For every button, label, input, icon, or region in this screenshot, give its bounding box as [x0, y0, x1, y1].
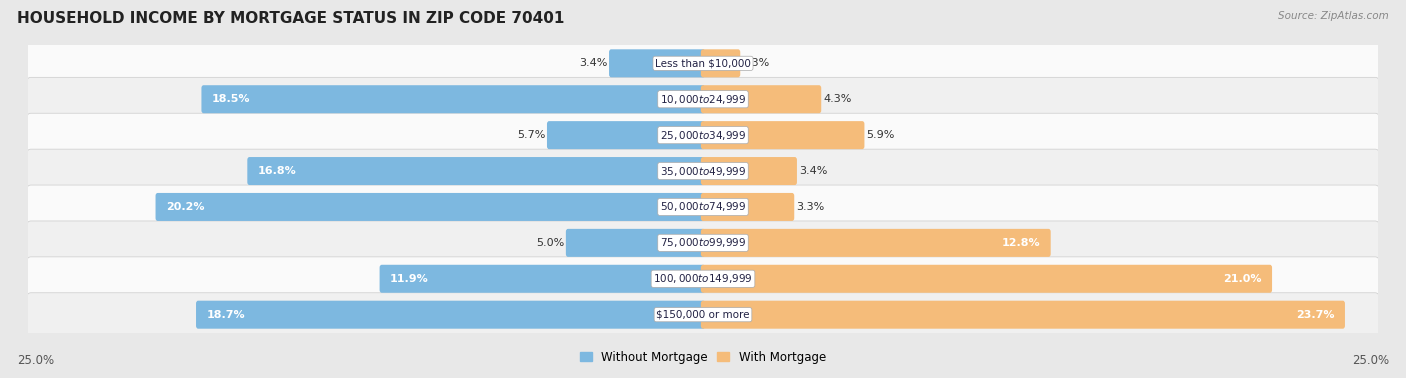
Text: 12.8%: 12.8%: [1002, 238, 1040, 248]
FancyBboxPatch shape: [27, 77, 1379, 121]
Text: 11.9%: 11.9%: [389, 274, 429, 284]
Text: 5.7%: 5.7%: [516, 130, 546, 140]
FancyBboxPatch shape: [380, 265, 706, 293]
Text: Source: ZipAtlas.com: Source: ZipAtlas.com: [1278, 11, 1389, 21]
FancyBboxPatch shape: [27, 149, 1379, 193]
FancyBboxPatch shape: [700, 85, 821, 113]
Text: 16.8%: 16.8%: [257, 166, 297, 176]
Text: $150,000 or more: $150,000 or more: [657, 310, 749, 320]
Text: $25,000 to $34,999: $25,000 to $34,999: [659, 129, 747, 142]
Legend: Without Mortgage, With Mortgage: Without Mortgage, With Mortgage: [575, 346, 831, 368]
FancyBboxPatch shape: [247, 157, 706, 185]
FancyBboxPatch shape: [700, 265, 1272, 293]
Text: $50,000 to $74,999: $50,000 to $74,999: [659, 200, 747, 214]
Text: 3.3%: 3.3%: [796, 202, 824, 212]
Text: Less than $10,000: Less than $10,000: [655, 58, 751, 68]
Text: 3.4%: 3.4%: [579, 58, 607, 68]
FancyBboxPatch shape: [27, 42, 1379, 85]
FancyBboxPatch shape: [195, 301, 706, 329]
FancyBboxPatch shape: [700, 157, 797, 185]
FancyBboxPatch shape: [700, 49, 740, 77]
FancyBboxPatch shape: [700, 301, 1346, 329]
FancyBboxPatch shape: [700, 121, 865, 149]
Text: 5.0%: 5.0%: [536, 238, 564, 248]
FancyBboxPatch shape: [201, 85, 706, 113]
Text: 23.7%: 23.7%: [1296, 310, 1334, 320]
FancyBboxPatch shape: [700, 193, 794, 221]
FancyBboxPatch shape: [156, 193, 706, 221]
Text: 18.7%: 18.7%: [207, 310, 245, 320]
FancyBboxPatch shape: [27, 221, 1379, 265]
FancyBboxPatch shape: [700, 229, 1050, 257]
Text: 18.5%: 18.5%: [212, 94, 250, 104]
Text: 4.3%: 4.3%: [823, 94, 852, 104]
FancyBboxPatch shape: [27, 293, 1379, 336]
FancyBboxPatch shape: [565, 229, 706, 257]
FancyBboxPatch shape: [27, 113, 1379, 157]
Text: HOUSEHOLD INCOME BY MORTGAGE STATUS IN ZIP CODE 70401: HOUSEHOLD INCOME BY MORTGAGE STATUS IN Z…: [17, 11, 564, 26]
Text: 25.0%: 25.0%: [1353, 354, 1389, 367]
FancyBboxPatch shape: [27, 257, 1379, 301]
Text: $35,000 to $49,999: $35,000 to $49,999: [659, 164, 747, 178]
FancyBboxPatch shape: [547, 121, 706, 149]
Text: 21.0%: 21.0%: [1223, 274, 1261, 284]
FancyBboxPatch shape: [27, 185, 1379, 229]
Text: 25.0%: 25.0%: [17, 354, 53, 367]
Text: $100,000 to $149,999: $100,000 to $149,999: [654, 272, 752, 285]
Text: 1.3%: 1.3%: [742, 58, 770, 68]
Text: $75,000 to $99,999: $75,000 to $99,999: [659, 236, 747, 249]
Text: $10,000 to $24,999: $10,000 to $24,999: [659, 93, 747, 106]
Text: 20.2%: 20.2%: [166, 202, 204, 212]
FancyBboxPatch shape: [609, 49, 706, 77]
Text: 3.4%: 3.4%: [799, 166, 827, 176]
Text: 5.9%: 5.9%: [866, 130, 894, 140]
